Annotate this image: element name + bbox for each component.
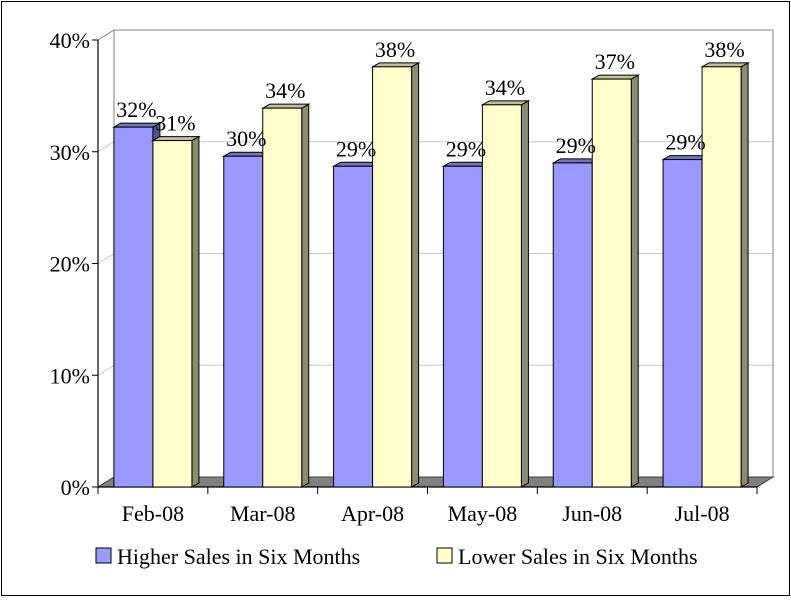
bar [591,78,632,488]
legend-label: Lower Sales in Six Months [458,544,698,569]
data-label: 34% [265,78,305,103]
bar-top [112,122,162,128]
bar [223,155,264,488]
legend: Higher Sales in Six Months Lower Sales in… [95,544,698,569]
y-tick-label: 30% [50,140,90,165]
bar-side [301,103,310,488]
bar [481,104,522,488]
gridline-side [97,253,115,264]
bar [552,162,593,488]
bar [701,66,742,488]
x-tick-label: Apr-08 [341,501,404,526]
gridline-side [97,364,115,376]
y-tick-label: 40% [50,28,90,53]
bar-side [191,135,200,488]
bars [112,61,750,488]
bar [152,140,193,488]
bar [113,126,154,488]
data-label: 34% [485,75,525,100]
bar-side [411,61,420,488]
bar-top [480,100,531,106]
data-label: 29% [446,136,486,161]
bar-top [700,62,750,68]
data-labels: 32%31% 30% 34% 29% 38% 29% 34% 29% 37% 29% 38% [116,37,744,161]
data-label: 38% [704,37,744,62]
bar [442,165,483,488]
y-tick-label: 10% [50,363,90,388]
data-label: 37% [595,49,635,74]
gridline-side [97,141,115,153]
bar-side [630,74,639,488]
data-label: 30% [226,126,266,151]
data-label: 38% [375,37,415,62]
bar [262,107,303,488]
x-axis-ticks: Feb-08 Mar-08 Apr-08 May-08 Jun-08 Jul-08 [122,501,730,526]
legend-swatch [436,547,453,564]
x-tick-label: Jul-08 [675,501,730,526]
data-label: 29% [665,130,705,155]
bar-top [260,103,311,109]
bar [662,159,703,488]
bar [333,165,374,488]
data-label: 29% [336,136,376,161]
x-tick-label: May-08 [448,501,518,526]
data-label: 31% [155,111,195,136]
data-label: 29% [556,133,596,158]
x-tick-label: Jun-08 [562,501,622,526]
axes [92,39,758,494]
x-tick-label: Feb-08 [122,501,184,526]
y-tick-label: 0% [61,475,90,500]
y-tick-label: 20% [50,252,90,277]
legend-swatch [95,547,112,564]
bar-top [370,62,421,68]
bar-side [740,61,749,488]
legend-label: Higher Sales in Six Months [117,544,360,569]
data-label: 32% [116,97,156,122]
bar [372,66,413,488]
bar-top [590,74,641,80]
x-tick-label: Mar-08 [230,501,296,526]
bar-top [151,136,201,142]
y-axis-ticks: 0% 10% 20% 30% 40% [50,28,90,500]
bar-side [520,99,529,488]
